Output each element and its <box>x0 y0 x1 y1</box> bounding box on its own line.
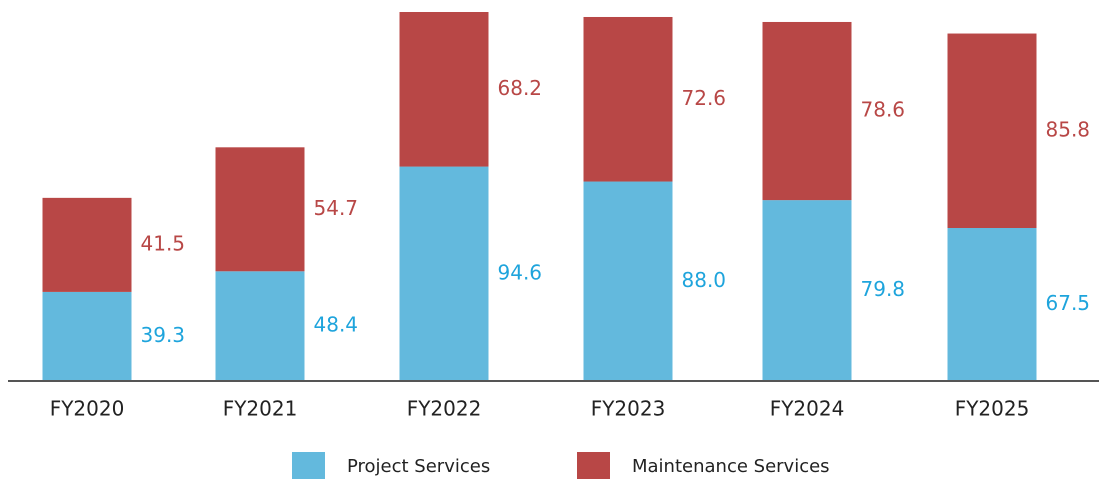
bar-segment <box>947 228 1037 381</box>
bar-segment <box>399 166 489 381</box>
value-label: 68.2 <box>498 76 543 100</box>
value-label: 88.0 <box>682 268 727 292</box>
bar-segment <box>947 33 1037 229</box>
x-tick-label: FY2023 <box>591 397 666 421</box>
x-tick-label: FY2024 <box>770 397 845 421</box>
bar-segment <box>762 200 852 381</box>
bar-segment <box>215 147 305 272</box>
x-tick-label: FY2021 <box>223 397 298 421</box>
value-label: 78.6 <box>861 98 906 122</box>
bar-segment <box>42 291 132 381</box>
value-label: 79.8 <box>861 277 906 301</box>
x-tick-label: FY2020 <box>50 397 125 421</box>
value-label: 39.3 <box>141 323 186 347</box>
x-tick-label: FY2022 <box>407 397 482 421</box>
bar-segment <box>583 181 673 381</box>
legend-label: Project Services <box>347 456 490 477</box>
bar-segment <box>762 21 852 201</box>
value-label: 54.7 <box>314 196 359 220</box>
value-label: 41.5 <box>141 231 186 255</box>
legend-swatch <box>577 452 610 479</box>
value-label: 94.6 <box>498 260 543 284</box>
bar-segment <box>583 16 673 182</box>
bar-segment <box>399 12 489 167</box>
value-label: 85.8 <box>1046 117 1091 141</box>
legend-swatch <box>292 452 325 479</box>
value-label: 72.6 <box>682 86 727 110</box>
x-tick-label: FY2025 <box>955 397 1030 421</box>
legend-label: Maintenance Services <box>632 456 830 477</box>
value-label: 48.4 <box>314 313 359 337</box>
bar-segment <box>215 271 305 381</box>
bar-segment <box>42 197 132 292</box>
value-label: 67.5 <box>1046 291 1091 315</box>
